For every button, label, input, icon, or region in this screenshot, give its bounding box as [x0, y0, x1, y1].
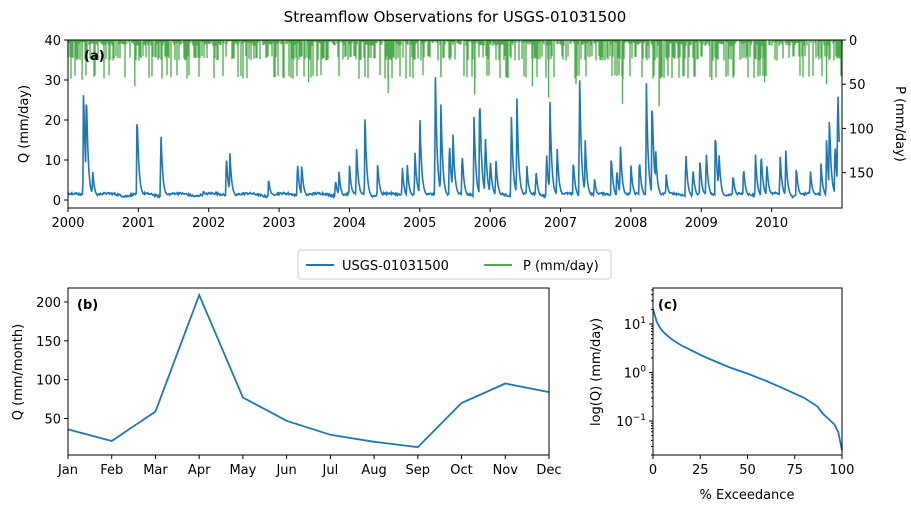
- panel-c-x-tick-label: 50: [739, 463, 756, 478]
- panel-a-x-tick-label: 2006: [474, 216, 507, 231]
- panel-a-x-ticks: 2000 2001 2002 2003 2004 2005 2006 2007 2008 2009…: [51, 208, 788, 231]
- panel-a-ylabel-right: P (mm/day): [892, 86, 907, 162]
- streamflow-line: [67, 77, 840, 200]
- panel-c-label: (c): [658, 298, 678, 313]
- fdc-series: [652, 309, 843, 451]
- monthly-line: [67, 292, 550, 449]
- panel-b-y-tick-label: 200: [36, 296, 61, 311]
- panel-b-x-tick-label: Apr: [188, 463, 211, 478]
- panel-a-y-ticks-left: 0 10 20 30 40: [44, 34, 68, 209]
- panel-a-x-tick-label: 2003: [263, 216, 296, 231]
- panel-b-x-tick-label: Aug: [361, 463, 386, 478]
- panel-c-y-ticks: 101 100 10−1: [616, 289, 653, 456]
- panel-c-frame: [652, 287, 843, 456]
- panel-a-y-tick-label-right: 100: [849, 122, 874, 137]
- panel-c-y-tick-label: 101: [624, 316, 646, 333]
- panel-a-x-tick-label: 2000: [51, 216, 84, 231]
- panel-a-y-tick-label-right: 50: [849, 78, 866, 93]
- panel-a-y-tick-label: 40: [44, 34, 61, 49]
- panel-b-ylabel: Q (mm/month): [11, 324, 26, 420]
- panel-b-y-tick-label: 100: [36, 374, 61, 389]
- panel-a-x-tick-label: 2001: [122, 216, 155, 231]
- panel-a-x-tick-label: 2007: [544, 216, 577, 231]
- panel-a-ylabel-left: Q (mm/day): [17, 85, 32, 163]
- panel-a-x-tick-label: 2002: [192, 216, 225, 231]
- panel-c-x-tick-label: 75: [786, 463, 803, 478]
- panel-b-x-tick-label: Jul: [322, 463, 339, 478]
- panel-b-x-tick-label: Jan: [57, 463, 78, 478]
- panel-c-x-tick-label: 0: [649, 463, 657, 478]
- panel-a-y-tick-label: 0: [53, 194, 61, 209]
- panel-b-y-ticks: 50 100 150 200: [36, 296, 68, 427]
- panel-c-xlabel: % Exceedance: [700, 488, 795, 503]
- panel-b-frame: [67, 287, 550, 456]
- panel-b-y-tick-label: 150: [36, 335, 61, 350]
- legend-label-streamflow: USGS-01031500: [342, 259, 449, 274]
- panel-a-y-tick-label: 20: [44, 114, 61, 129]
- panel-c-x-tick-label: 25: [692, 463, 709, 478]
- panel-a-y-ticks-right: 0 50 100 150: [842, 34, 874, 182]
- panel-b-x-tick-label: Oct: [450, 463, 472, 478]
- panel-c-x-ticks: 0 25 50 75 100: [649, 455, 855, 478]
- panel-c: 0 25 50 75 100 101 100 10−1 (c) % Exceedance l…: [589, 287, 855, 503]
- panel-c-ylabel: log(Q) (mm/day): [589, 318, 604, 426]
- precip-series: [67, 40, 843, 107]
- panel-a-label: (a): [84, 49, 105, 64]
- panel-b-x-tick-label: Sep: [406, 463, 431, 478]
- panel-a: 2000 2001 2002 2003 2004 2005 2006 2007 2008 2009…: [17, 34, 907, 231]
- panel-b-label: (b): [77, 298, 98, 313]
- panel-a-y-tick-label: 30: [44, 74, 61, 89]
- panel-c-y-tick-label: 100: [624, 365, 647, 382]
- panel-a-x-tick-label: 2005: [403, 216, 436, 231]
- panel-b-x-tick-label: Nov: [493, 463, 519, 478]
- panel-a-frame: [67, 39, 843, 209]
- legend-box: [297, 249, 612, 280]
- fdc-line: [652, 309, 843, 451]
- panel-c-x-tick-label: 100: [830, 463, 855, 478]
- panel-b-x-tick-label: Dec: [536, 463, 561, 478]
- panel-b-x-tick-label: May: [229, 463, 256, 478]
- panel-a-x-tick-label: 2010: [755, 216, 788, 231]
- legend-label-precip: P (mm/day): [523, 259, 599, 274]
- panel-b-x-tick-label: Jun: [275, 463, 296, 478]
- panel-c-y-tick-label: 10−1: [616, 413, 646, 430]
- panel-a-x-tick-label: 2008: [614, 216, 647, 231]
- figure-title: Streamflow Observations for USGS-0103150…: [284, 8, 627, 26]
- panel-a-x-tick-label: 2004: [333, 216, 366, 231]
- streamflow-series: [67, 77, 840, 200]
- panel-b-x-tick-label: Feb: [100, 463, 123, 478]
- legend: USGS-01031500 P (mm/day): [297, 249, 612, 280]
- panel-b-x-ticks: Jan Feb Mar Apr May Jun Jul Aug Sep Oct Nov Dec: [57, 455, 562, 478]
- panel-a-y-tick-label: 10: [44, 154, 61, 169]
- precip-bars: [67, 40, 843, 107]
- panel-a-x-tick-label: 2009: [685, 216, 718, 231]
- panel-a-y-tick-label-right: 0: [849, 34, 857, 49]
- panel-b: Jan Feb Mar Apr May Jun Jul Aug Sep Oct Nov Dec 50 1…: [11, 287, 562, 478]
- panel-b-x-tick-label: Mar: [143, 463, 168, 478]
- panel-a-y-tick-label-right: 150: [849, 167, 874, 182]
- monthly-series: [67, 292, 550, 449]
- panel-b-y-tick-label: 50: [44, 412, 61, 427]
